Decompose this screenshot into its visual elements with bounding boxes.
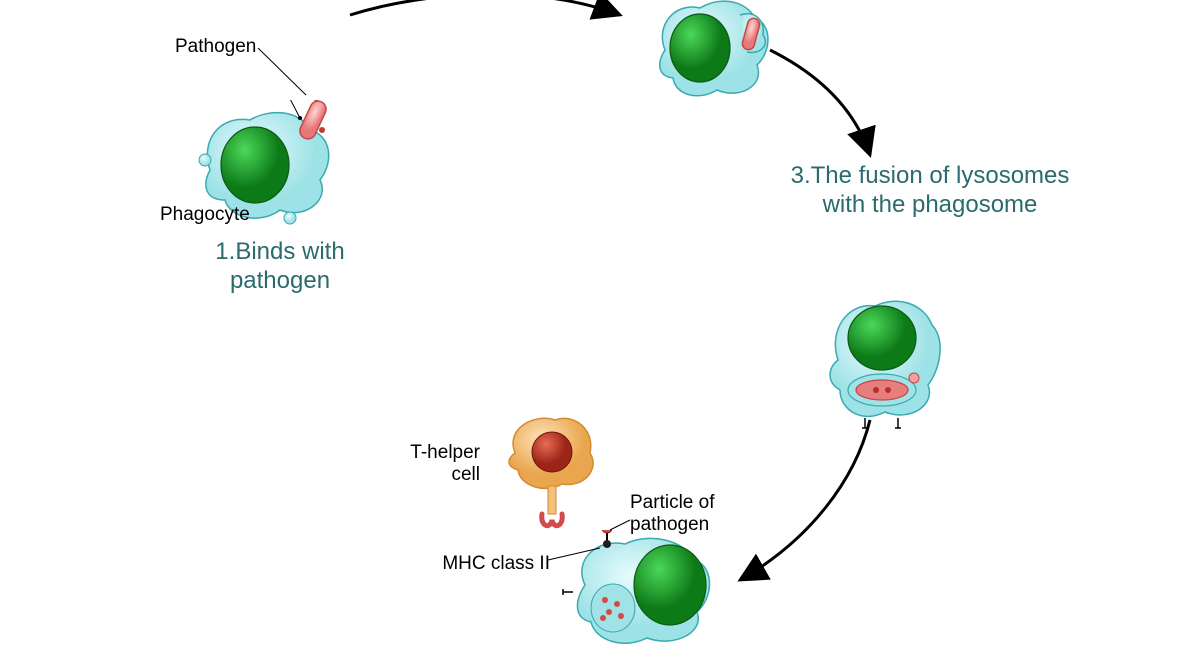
t-helper-cell — [490, 408, 610, 553]
label-mhc: MHC class II — [430, 553, 550, 575]
label-pathogen: Pathogen — [175, 36, 256, 58]
cell-phagocyte-2 — [645, 0, 785, 115]
cell-phagocyte-3 — [820, 290, 950, 445]
label-phagocyte: Phagocyte — [160, 204, 250, 226]
step-1-label: 1.Binds withpathogen — [180, 238, 380, 296]
label-particle: Particle ofpathogen — [630, 492, 750, 536]
step-3-label: 3.The fusion of lysosomeswith the phagos… — [760, 162, 1100, 220]
label-thelper: T-helpercell — [400, 442, 480, 486]
